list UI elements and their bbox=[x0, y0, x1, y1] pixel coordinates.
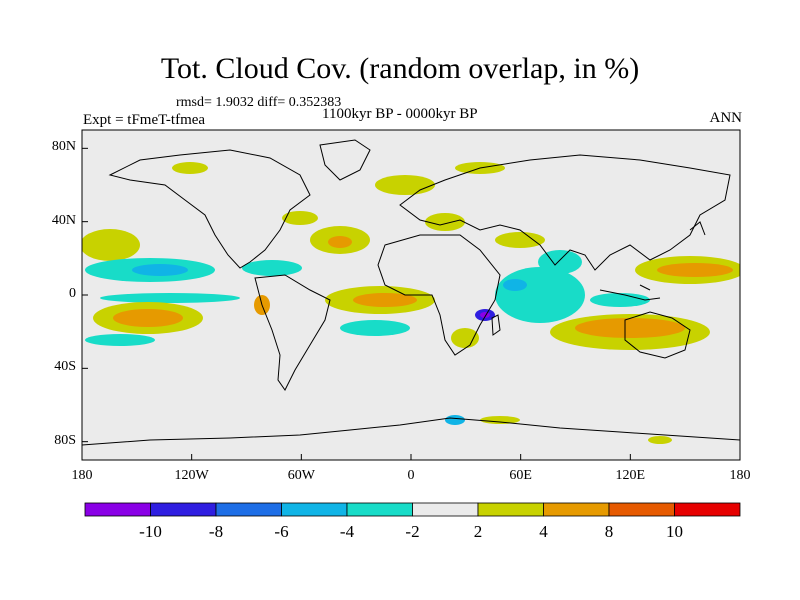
anomaly-region bbox=[82, 229, 140, 261]
anomaly-region bbox=[328, 236, 352, 248]
anomaly-region bbox=[113, 309, 183, 327]
x-tick-label: 60W bbox=[287, 468, 315, 483]
coastline-south-america bbox=[254, 274, 331, 391]
x-tick-label: 120E bbox=[615, 468, 646, 483]
coastline-australia bbox=[624, 311, 691, 359]
colorbar-label: -6 bbox=[274, 522, 289, 541]
anomaly-region bbox=[132, 264, 188, 276]
y-tick-label: 40S bbox=[54, 359, 76, 375]
colorbar bbox=[84, 502, 741, 517]
map-title: Tot. Cloud Cov. (random overlap, in %) bbox=[160, 52, 640, 85]
anomaly-region bbox=[375, 175, 435, 195]
coastlines bbox=[82, 139, 740, 446]
y-tick-label: 40N bbox=[51, 212, 76, 228]
colorbar-swatch bbox=[150, 502, 217, 517]
colorbar-label: 10 bbox=[666, 522, 683, 541]
anomaly-region bbox=[353, 293, 417, 307]
colorbar-swatch bbox=[346, 502, 413, 517]
colorbar-swatch bbox=[412, 502, 479, 517]
colorbar-label: -2 bbox=[405, 522, 420, 541]
x-tick-label: 180 bbox=[71, 468, 93, 483]
anomaly-region bbox=[445, 415, 465, 425]
colorbar-label: 8 bbox=[604, 522, 614, 541]
colorbar-label: -4 bbox=[339, 522, 355, 541]
anomaly-region bbox=[480, 312, 490, 318]
colorbar-swatch bbox=[281, 502, 348, 517]
colorbar-swatch bbox=[477, 502, 544, 517]
anomaly-region bbox=[495, 267, 585, 323]
x-tick-label: 120W bbox=[174, 468, 209, 483]
y-ticks bbox=[82, 147, 88, 443]
period-label: 1100kyr BP - 0000kyr BP bbox=[322, 106, 478, 122]
colorbar-label: 2 bbox=[473, 522, 483, 541]
season-label: ANN bbox=[709, 110, 743, 126]
anomaly-region bbox=[100, 293, 240, 303]
colorbar-swatch bbox=[84, 502, 151, 517]
colorbar-label: 4 bbox=[539, 522, 548, 541]
anomaly-region bbox=[85, 334, 155, 346]
y-tick-label: 80N bbox=[51, 139, 76, 155]
coastline-north-america bbox=[108, 149, 311, 269]
anomaly-region bbox=[648, 436, 672, 444]
experiment-label: Expt = tFmeT-tfmea bbox=[83, 112, 206, 128]
stats-label: rmsd= 1.9032 diff= 0.352383 bbox=[176, 95, 342, 110]
coastline-madagascar bbox=[491, 314, 501, 336]
coastline-antarctica bbox=[82, 417, 740, 446]
colorbar-swatch bbox=[674, 502, 741, 517]
coastline-eurasia bbox=[399, 154, 731, 271]
colorbar-swatch bbox=[608, 502, 675, 517]
anomaly-region bbox=[340, 320, 410, 336]
x-tick-label: 180 bbox=[729, 468, 751, 483]
anomaly-region bbox=[480, 416, 520, 424]
anomaly-region bbox=[495, 232, 545, 248]
anomaly-region bbox=[575, 318, 685, 338]
anomaly-region bbox=[282, 211, 318, 225]
coastline-indonesia bbox=[599, 284, 661, 301]
colorbar-label: -10 bbox=[139, 522, 162, 541]
anomaly-region bbox=[172, 162, 208, 174]
y-tick-label: 0 bbox=[69, 286, 76, 301]
anomaly-region bbox=[657, 263, 733, 277]
anomaly-region bbox=[425, 213, 465, 231]
anomaly-region bbox=[503, 279, 527, 291]
colorbar-swatch bbox=[215, 502, 282, 517]
colorbar-label: -8 bbox=[208, 522, 224, 541]
anomaly-layer bbox=[82, 162, 740, 444]
colorbar-swatch bbox=[543, 502, 610, 517]
anomaly-region bbox=[538, 250, 582, 274]
anomaly-region bbox=[242, 260, 302, 276]
coastline-africa bbox=[377, 234, 501, 356]
anomaly-region bbox=[590, 293, 650, 307]
coastline-japan bbox=[689, 221, 706, 236]
coastline-greenland bbox=[319, 139, 371, 181]
y-tick-label: 80S bbox=[54, 432, 76, 448]
x-tick-label: 0 bbox=[407, 468, 415, 483]
x-tick-label: 60E bbox=[509, 468, 532, 483]
anomaly-region bbox=[451, 328, 479, 348]
x-ticks bbox=[81, 454, 741, 460]
